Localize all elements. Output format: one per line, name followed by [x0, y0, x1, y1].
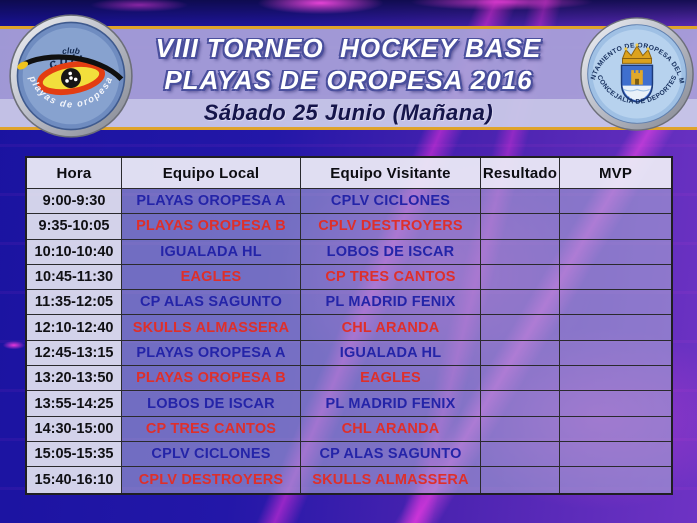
mvp-cell — [560, 290, 671, 316]
visiting-team: PL MADRID FENIX — [301, 290, 481, 316]
result-cell — [481, 189, 560, 215]
match-time: 13:55-14:25 — [27, 391, 122, 417]
mvp-cell — [560, 214, 671, 240]
shield-icon — [620, 64, 654, 103]
mvp-cell — [560, 340, 671, 367]
result-cell — [481, 239, 560, 265]
svg-text:club: club — [61, 45, 80, 56]
match-time: 10:45-11:30 — [27, 264, 122, 291]
tournament-title-line1: VIII TORNEO HOCKEY BASE — [155, 33, 542, 63]
club-cpilc-logo-icon: club cpilc playas de oropesa — [9, 14, 133, 138]
session-date: Sábado 25 Junio (Mañana) — [203, 100, 494, 125]
local-team: CP ALAS SAGUNTO — [122, 290, 301, 316]
visiting-team: PL MADRID FENIX — [301, 391, 481, 417]
mvp-cell — [560, 239, 671, 265]
mvp-cell — [560, 391, 671, 417]
visiting-team: CHL ARANDA — [301, 315, 481, 341]
local-team: PLAYAS OROPESA A — [122, 340, 301, 367]
visiting-team: CHL ARANDA — [301, 416, 481, 442]
header-resultado: Resultado — [481, 158, 560, 189]
match-time: 15:05-15:35 — [27, 441, 122, 468]
visiting-team: CP TRES CANTOS — [301, 264, 481, 291]
local-team: PLAYAS OROPESA B — [122, 214, 301, 240]
mvp-cell — [560, 441, 671, 468]
local-team: PLAYAS OROPESA A — [122, 189, 301, 215]
header-local: Equipo Local — [122, 158, 301, 189]
match-time: 12:45-13:15 — [27, 340, 122, 367]
visiting-team: CPLV CICLONES — [301, 189, 481, 215]
match-time: 10:10-10:40 — [27, 239, 122, 265]
result-cell — [481, 416, 560, 442]
result-cell — [481, 214, 560, 240]
result-cell — [481, 391, 560, 417]
local-team: IGUALADA HL — [122, 239, 301, 265]
mvp-cell — [560, 315, 671, 341]
result-cell — [481, 340, 560, 367]
result-cell — [481, 467, 560, 493]
local-team: CP TRES CANTOS — [122, 416, 301, 442]
mvp-cell — [560, 416, 671, 442]
tournament-title-line2: PLAYAS DE OROPESA 2016 — [164, 65, 533, 95]
mvp-cell — [560, 467, 671, 493]
local-team: SKULLS ALMASSERA — [122, 315, 301, 341]
result-cell — [481, 315, 560, 341]
result-cell — [481, 366, 560, 392]
match-time: 13:20-13:50 — [27, 366, 122, 392]
visiting-team: SKULLS ALMASSERA — [301, 467, 481, 493]
result-cell — [481, 264, 560, 291]
mvp-cell — [560, 366, 671, 392]
schedule-table: Hora Equipo Local Equipo Visitante Resul… — [25, 156, 673, 495]
local-team: EAGLES — [122, 264, 301, 291]
visiting-team: EAGLES — [301, 366, 481, 392]
match-time: 15:40-16:10 — [27, 467, 122, 493]
local-team: CPLV CICLONES — [122, 441, 301, 468]
result-cell — [481, 290, 560, 316]
match-time: 9:35-10:05 — [27, 214, 122, 240]
local-team: CPLV DESTROYERS — [122, 467, 301, 493]
header-mvp: MVP — [560, 158, 671, 189]
crown-icon — [621, 43, 653, 64]
match-time: 12:10-12:40 — [27, 315, 122, 341]
header-hora: Hora — [27, 158, 122, 189]
local-team: LOBOS DE ISCAR — [122, 391, 301, 417]
mvp-cell — [560, 264, 671, 291]
match-time: 14:30-15:00 — [27, 416, 122, 442]
ayuntamiento-oropesa-logo-icon: AYUNTAMIENTO DE OROPESA DEL MAR CONCEJAL… — [579, 16, 694, 131]
mvp-cell — [560, 189, 671, 215]
match-time: 9:00-9:30 — [27, 189, 122, 215]
logo-left-top-word: club — [61, 45, 80, 56]
visiting-team: CP ALAS SAGUNTO — [301, 441, 481, 468]
match-time: 11:35-12:05 — [27, 290, 122, 316]
visiting-team: LOBOS DE ISCAR — [301, 239, 481, 265]
local-team: PLAYAS OROPESA B — [122, 366, 301, 392]
header-visitante: Equipo Visitante — [301, 158, 481, 189]
visiting-team: IGUALADA HL — [301, 340, 481, 367]
visiting-team: CPLV DESTROYERS — [301, 214, 481, 240]
result-cell — [481, 441, 560, 468]
